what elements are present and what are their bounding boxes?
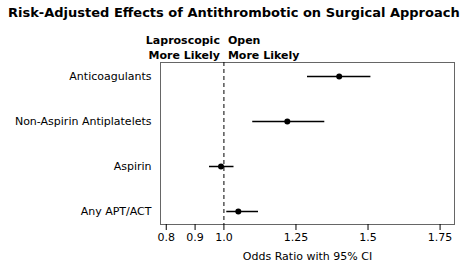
- svg-text:1.0: 1.0: [215, 231, 233, 244]
- svg-text:1.75: 1.75: [428, 231, 453, 244]
- svg-text:1.5: 1.5: [359, 231, 377, 244]
- html-text:Risk-Adjusted Effects of Antit: Risk-Adjusted Effects of Antithrombotic …: [8, 5, 460, 20]
- svg-text:Aspirin: Aspirin: [114, 160, 152, 173]
- svg-text:Open: Open: [228, 34, 261, 47]
- svg-text:More Likely: More Likely: [148, 49, 219, 62]
- svg-text:Laproscopic: Laproscopic: [146, 34, 220, 47]
- svg-text:Non-Aspirin Antiplatelets: Non-Aspirin Antiplatelets: [15, 115, 152, 128]
- svg-text:Odds Ratio with 95% CI: Odds Ratio with 95% CI: [243, 250, 372, 262]
- svg-text:More Likely: More Likely: [228, 49, 299, 62]
- svg-text:Anticoagulants: Anticoagulants: [69, 70, 151, 83]
- svg-text:1.25: 1.25: [284, 231, 309, 244]
- svg-text:Any APT/ACT: Any APT/ACT: [81, 205, 152, 218]
- svg-text:0.8: 0.8: [158, 231, 176, 244]
- svg-text:0.9: 0.9: [186, 231, 204, 244]
